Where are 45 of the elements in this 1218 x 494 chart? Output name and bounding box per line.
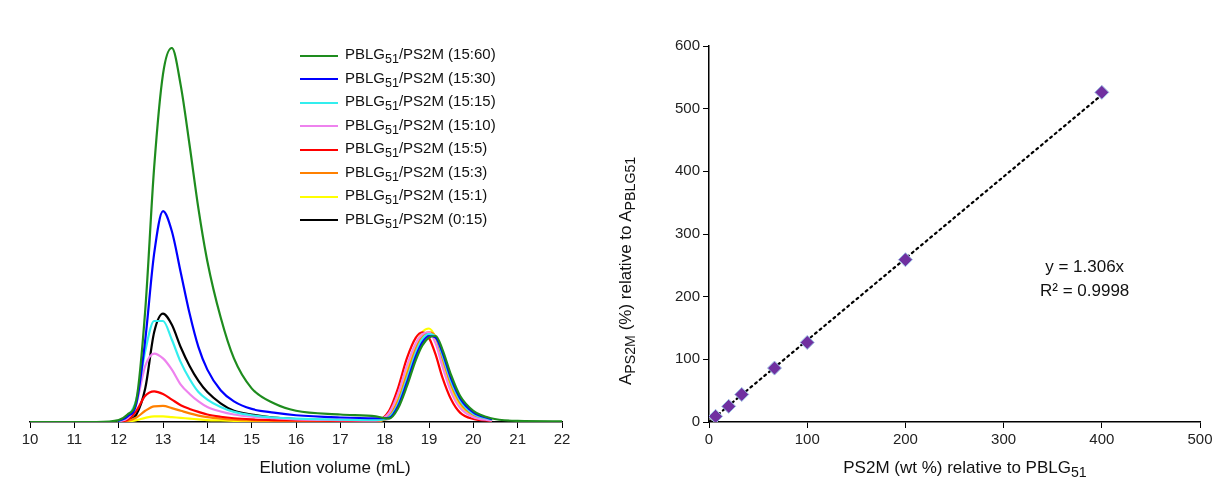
x-axis-title: Elution volume (mL) (258, 458, 412, 478)
x-tick-label: 20 (464, 430, 482, 448)
x-tick-label: 400 (1089, 430, 1115, 448)
legend-label: PBLG$_{51}$/PS2M (15:60) (345, 45, 496, 67)
legend-label: PBLG$_{51}$/PS2M (15:30) (345, 68, 496, 90)
point (734, 386, 750, 402)
legend-label: PBLG$_{51}$/PS2M (15:1) (345, 186, 488, 208)
legend-label: PBLG$_{51}$/PS2M (15:10) (345, 115, 496, 137)
y-tick-label: 300 (675, 224, 701, 242)
legend-label: PBLG$_{51}$/PS2M (15:3) (345, 162, 488, 184)
x-tick-label: 15 (243, 430, 261, 448)
x-tick-label: 300 (991, 430, 1017, 448)
x-tick-label: 200 (892, 430, 918, 448)
x-axis-title: PS2M (wt %) relative to PBLG$_{51}$ (842, 458, 1088, 481)
y-tick-label: 100 (675, 349, 701, 367)
point (721, 398, 737, 414)
y-tick-label: 600 (675, 36, 701, 54)
x-tick-label: 21 (509, 430, 527, 448)
x-tick-label: 18 (376, 430, 394, 448)
x-tick-label: 10 (21, 430, 39, 448)
y-tick-label: 0 (691, 412, 701, 430)
legend-label: PBLG$_{51}$/PS2M (15:15) (345, 92, 496, 114)
legend-label: PBLG$_{51}$/PS2M (0:15) (345, 209, 488, 231)
legend-label: PBLG$_{51}$/PS2M (15:5) (345, 139, 488, 161)
x-tick-label: 500 (1187, 430, 1213, 448)
x-tick-label: 12 (110, 430, 128, 448)
y-tick-label: 500 (675, 98, 701, 116)
point (1094, 84, 1110, 100)
y-tick-label: 400 (675, 161, 701, 179)
x-tick-label: 14 (198, 430, 216, 448)
point (709, 408, 724, 422)
point (897, 252, 913, 268)
point (799, 334, 815, 350)
x-tick-label: 17 (331, 430, 349, 448)
annotation: R² = 0.9998 (1040, 280, 1130, 302)
y-tick-label: 200 (675, 286, 701, 304)
x-tick-label: 22 (553, 430, 571, 448)
x-tick-label: 100 (794, 430, 820, 448)
annotation: y = 1.306x (1044, 256, 1126, 278)
point (767, 360, 783, 376)
x-tick-label: 13 (154, 430, 172, 448)
x-tick-label: 16 (287, 430, 305, 448)
x-tick-label: 0 (704, 430, 714, 448)
x-tick-label: 19 (420, 430, 438, 448)
x-tick-label: 11 (66, 430, 83, 448)
